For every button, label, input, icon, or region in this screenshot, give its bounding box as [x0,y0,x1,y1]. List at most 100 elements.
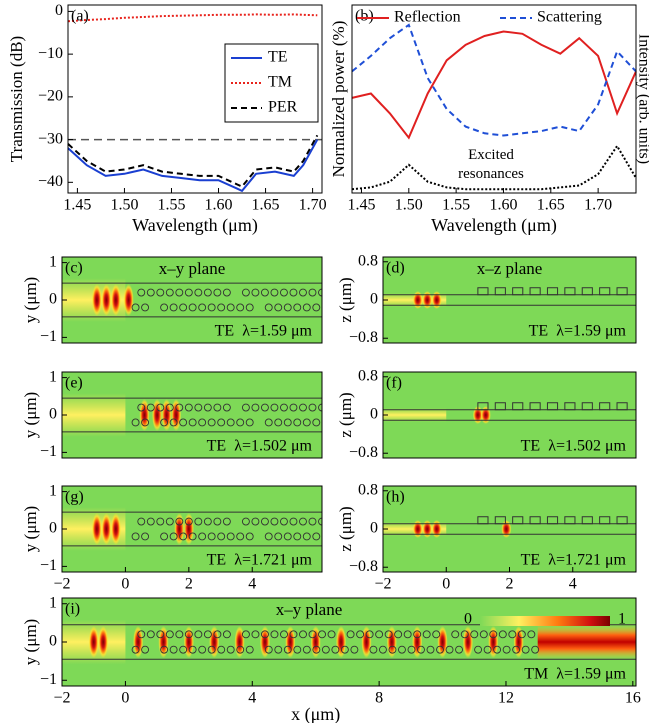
hole [226,645,235,654]
mode-label: TE λ=1.502 μm [521,438,627,455]
hole [270,630,279,639]
hole [321,306,322,309]
hole [340,645,349,654]
x-tick-label: −2 [53,576,70,593]
output-mode [537,624,636,660]
hole [188,532,197,541]
hole [241,403,250,412]
y-tick-label: 1 [49,594,57,611]
plane-label: x–y plane [159,259,226,278]
hole [321,421,322,424]
y-axis-label: z (μm) [336,506,355,551]
hole [156,517,165,526]
etch-notch [477,287,489,296]
series-line [351,144,637,191]
etch-notch [512,402,524,411]
y-axis-label: y (μm) [21,277,40,323]
panel-label: (g) [65,489,84,506]
etch-notch [512,287,524,296]
legend-label: Reflection [394,9,461,26]
legend-label: TE [268,49,288,66]
hole [236,645,245,654]
y-tick-label: −1 [40,671,57,688]
hole [512,645,521,654]
hole [280,517,288,526]
plot-frame [351,4,637,194]
hole [207,303,216,312]
hole [274,532,283,541]
y-tick-label: 0 [49,520,57,537]
x-tick-label: 1.50 [395,197,423,214]
hole [203,517,212,526]
hole [222,630,231,639]
etch-notch [546,402,559,411]
hole [432,630,441,639]
hole [194,630,203,639]
series-line [67,139,319,193]
hole [141,645,150,654]
hole [413,630,422,639]
y-axis-label: Normalized power (%) [329,21,348,178]
panel-label: (c) [65,260,83,277]
hole [264,645,273,654]
etch-notch [477,402,489,411]
hole [270,288,279,297]
field-map [383,402,636,424]
hole [260,403,269,412]
hole [146,403,155,412]
hole [283,418,292,427]
hole [198,645,207,654]
field-map [62,619,636,665]
field-hotspot [123,284,134,316]
hole [302,418,311,427]
field-hotspot [422,291,433,309]
hole [203,630,212,639]
y-axis-label: y (μm) [21,619,40,665]
y-axis-label: y (μm) [21,392,40,438]
etch-notch [581,402,593,411]
etch-notch [529,516,541,525]
etch-notch [599,516,611,525]
x-axis-label: Wavelength (μm) [431,215,557,236]
hole [289,288,298,297]
hole [137,403,146,412]
field-hotspot [101,284,112,316]
hole [365,630,374,639]
etch-notch [564,516,576,525]
hole [194,403,203,412]
hole [302,303,311,312]
y-tick-label: 1 [49,482,57,499]
y-tick-label: 0 [370,291,378,308]
field-hotspot [133,626,144,658]
hole [299,517,307,526]
hole [146,630,155,639]
x-tick-label: 16 [625,690,641,707]
colorbar [480,616,610,626]
hole [384,630,393,639]
field-hotspot [422,520,433,538]
hole [493,645,502,654]
field-hotspot [431,520,442,538]
hole [226,418,235,427]
hole [517,630,526,639]
hole [531,645,540,654]
colorbar-label: 1 [618,611,626,628]
mode-label: TE λ=1.59 μm [529,323,627,340]
hole [175,630,184,639]
etch-notch [494,287,506,296]
hole [165,288,174,297]
hole [245,532,254,541]
hole [131,303,140,312]
etch-notch [581,287,593,296]
y-tick-label: 0 [55,2,63,19]
x-tick-label: 1.70 [584,197,612,214]
hole [179,303,188,312]
mode-label: TE λ=1.721 μm [207,552,313,569]
field-hotspot [110,284,121,316]
y-tick-label: −10 [38,45,63,62]
x-tick-label: 4 [248,576,256,593]
hole [521,645,530,654]
plot-frame [61,485,323,573]
